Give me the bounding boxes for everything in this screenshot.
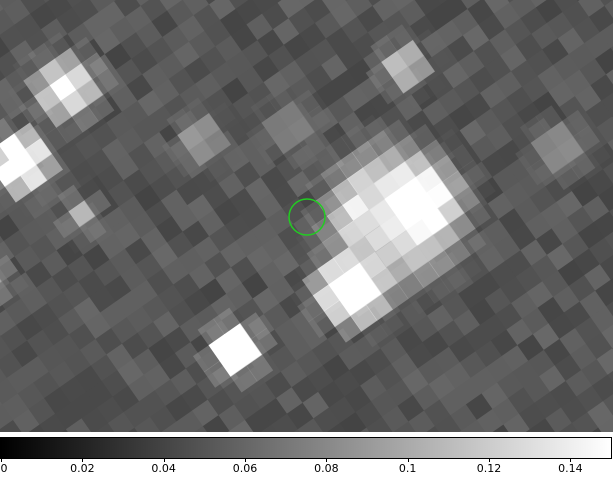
- colorbar-gradient: [1, 438, 611, 458]
- colorbar-frame: [0, 437, 612, 459]
- colorbar-tick-mark: [570, 459, 572, 462]
- noise-layer: [0, 0, 613, 432]
- colorbar-tick-label: 0.12: [476, 462, 502, 475]
- image-display[interactable]: [0, 0, 613, 432]
- colorbar-tick-mark: [163, 459, 165, 462]
- colorbar-tick-mark: [245, 459, 246, 462]
- colorbar: 0 0.02 0.04 0.06 0.08 0.1 0.12 0.14: [0, 432, 613, 477]
- region-circle[interactable]: [288, 198, 326, 236]
- colorbar-tick-mark: [407, 459, 409, 462]
- sources-layer: [0, 24, 601, 393]
- colorbar-tick-label: 0.04: [151, 462, 176, 475]
- colorbar-tick-mark: [1, 459, 2, 462]
- colorbar-tick-label: 0.14: [558, 462, 583, 475]
- colorbar-tick-mark: [489, 459, 490, 462]
- grayscale-image: [0, 0, 613, 432]
- colorbar-tick-mark: [326, 459, 328, 462]
- colorbar-tick-label: 0.02: [70, 462, 95, 475]
- colorbar-tick-label: 0.06: [232, 462, 258, 475]
- colorbar-tick-mark: [82, 459, 84, 462]
- colorbar-tick-label: 0.1: [398, 462, 417, 475]
- colorbar-tick-label: 0.08: [314, 462, 339, 475]
- colorbar-tick-label: 0: [0, 462, 8, 475]
